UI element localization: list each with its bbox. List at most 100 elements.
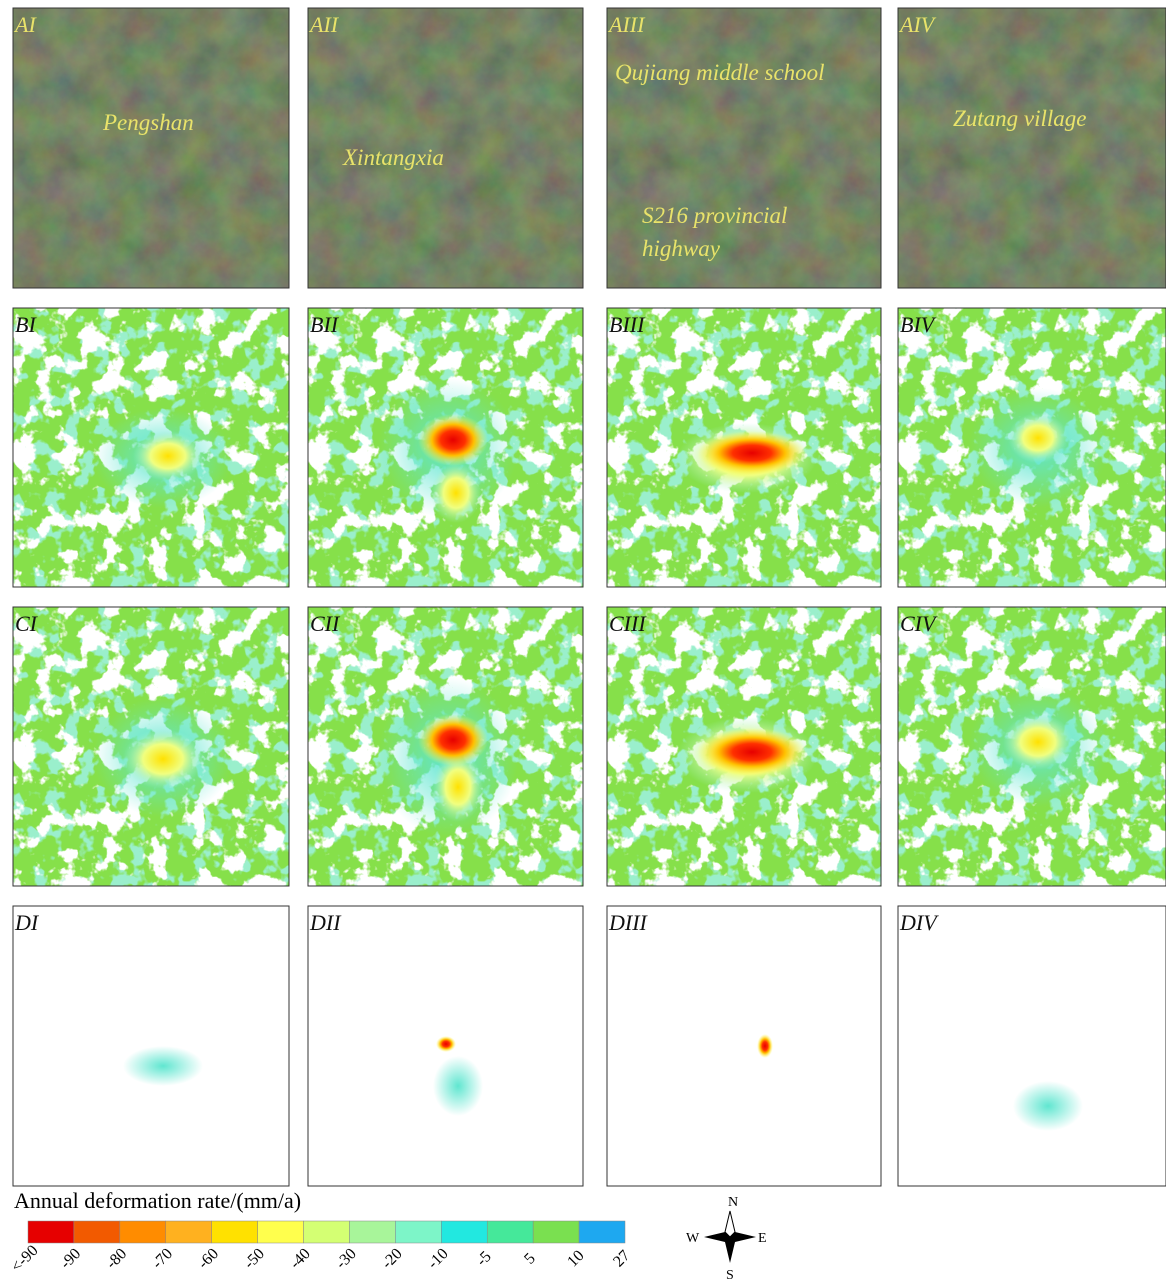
panel-label: BIII (609, 312, 646, 337)
panel-label: CII (310, 611, 341, 636)
panel: DII (308, 906, 583, 1186)
panel-content (607, 607, 881, 886)
legend-label: <-90 (8, 1242, 41, 1275)
panel-content (13, 906, 289, 1186)
legend-label: -30 (333, 1245, 360, 1272)
panel: DI (13, 906, 289, 1186)
panel: AIV (898, 8, 1166, 288)
legend-label: -60 (195, 1245, 222, 1272)
deformation-hotspot (433, 1056, 483, 1116)
legend-swatch (258, 1221, 304, 1243)
panel-label: AIV (898, 12, 937, 37)
deformation-hotspot (123, 729, 203, 789)
map-gaps (607, 906, 881, 1186)
deformation-hotspot (1013, 1081, 1083, 1131)
map-gaps (898, 906, 1166, 1186)
panel: CII (308, 607, 583, 886)
deformation-hotspot (133, 431, 203, 481)
deformation-hotspot (1003, 714, 1073, 770)
panel: BIII (607, 308, 881, 587)
panel: AI (13, 8, 289, 288)
deformation-hotspot (123, 1046, 203, 1086)
figure: AIAIIAIIIAIVBIBIIBIIIBIVCICIICIIICIVDIDI… (0, 0, 1166, 1283)
panel: DIII (607, 906, 881, 1186)
deformation-hotspot (1008, 413, 1068, 463)
legend-label: -10 (425, 1245, 452, 1272)
panel: BIV (898, 308, 1166, 587)
panel-content (898, 607, 1166, 886)
panel: CI (13, 607, 289, 886)
legend-swatch (166, 1221, 212, 1243)
place-name: Zutang village (953, 106, 1087, 131)
panel-content (13, 8, 289, 288)
compass-s: S (726, 1268, 734, 1283)
panel-label: DI (14, 910, 40, 935)
panel-content (308, 607, 583, 886)
legend-label: -40 (287, 1245, 314, 1272)
legend-title: Annual deformation rate/(mm/a) (14, 1188, 301, 1213)
panel: BI (13, 308, 289, 587)
legend-label: -20 (379, 1245, 406, 1272)
panel-label: CI (15, 611, 39, 636)
legend-swatch (28, 1221, 74, 1243)
panel-label: CIII (609, 611, 647, 636)
legend-swatch (533, 1221, 579, 1243)
legend-label: -5 (473, 1248, 494, 1269)
legend-swatch (304, 1221, 350, 1243)
deformation-hotspot (697, 728, 807, 776)
panel-label: AI (13, 12, 37, 37)
panel: DIV (898, 906, 1166, 1186)
panel-label: DIV (899, 910, 939, 935)
panel: CIII (607, 607, 881, 886)
panel-content (898, 906, 1166, 1186)
panel: BII (308, 308, 583, 587)
panel-content (308, 906, 583, 1186)
satellite-tint (13, 8, 289, 288)
legend-label: -50 (241, 1245, 268, 1272)
place-name: highway (642, 236, 721, 261)
panel-label: BII (310, 312, 340, 337)
legend-swatch (579, 1221, 625, 1243)
legend-label: 5 (521, 1250, 539, 1268)
place-name: S216 provincial (642, 203, 787, 228)
compass-w: W (686, 1231, 700, 1246)
legend-swatch (441, 1221, 487, 1243)
panel-label: CIV (900, 611, 938, 636)
satellite-tint (898, 8, 1166, 288)
map-gaps (13, 906, 289, 1186)
compass-e: E (758, 1231, 767, 1246)
deformation-hotspot (436, 1036, 456, 1052)
panel-label: DIII (608, 910, 649, 935)
legend-label: -70 (149, 1245, 176, 1272)
panel-label: DII (309, 910, 342, 935)
compass-n: N (728, 1195, 738, 1210)
deformation-hotspot (697, 431, 807, 475)
compass-north (725, 1211, 735, 1237)
panel-content (13, 607, 289, 886)
deformation-hotspot (418, 414, 488, 466)
panel-label: BIV (900, 312, 937, 337)
panel-content (898, 8, 1166, 288)
legend-label: 10 (564, 1247, 587, 1270)
panel-content (308, 308, 583, 587)
legend-swatch (120, 1221, 166, 1243)
legend-swatch (74, 1221, 120, 1243)
legend-swatch (395, 1221, 441, 1243)
panel-content (898, 308, 1166, 587)
deformation-hotspot (431, 463, 481, 523)
panel: CIV (898, 607, 1166, 886)
legend-label: -90 (57, 1245, 84, 1272)
legend-label: -80 (103, 1245, 130, 1272)
panel-content (607, 906, 881, 1186)
panel-label: AIII (607, 12, 646, 37)
place-name: Qujiang middle school (615, 60, 825, 85)
place-name: Xintangxia (342, 145, 444, 170)
legend-label: 27 (610, 1247, 633, 1270)
legend-swatch (212, 1221, 258, 1243)
panel-content (607, 308, 881, 587)
place-name: Pengshan (102, 110, 194, 135)
compass: N E S W (686, 1195, 767, 1283)
panel-label: BI (15, 312, 37, 337)
deformation-hotspot (757, 1034, 773, 1058)
